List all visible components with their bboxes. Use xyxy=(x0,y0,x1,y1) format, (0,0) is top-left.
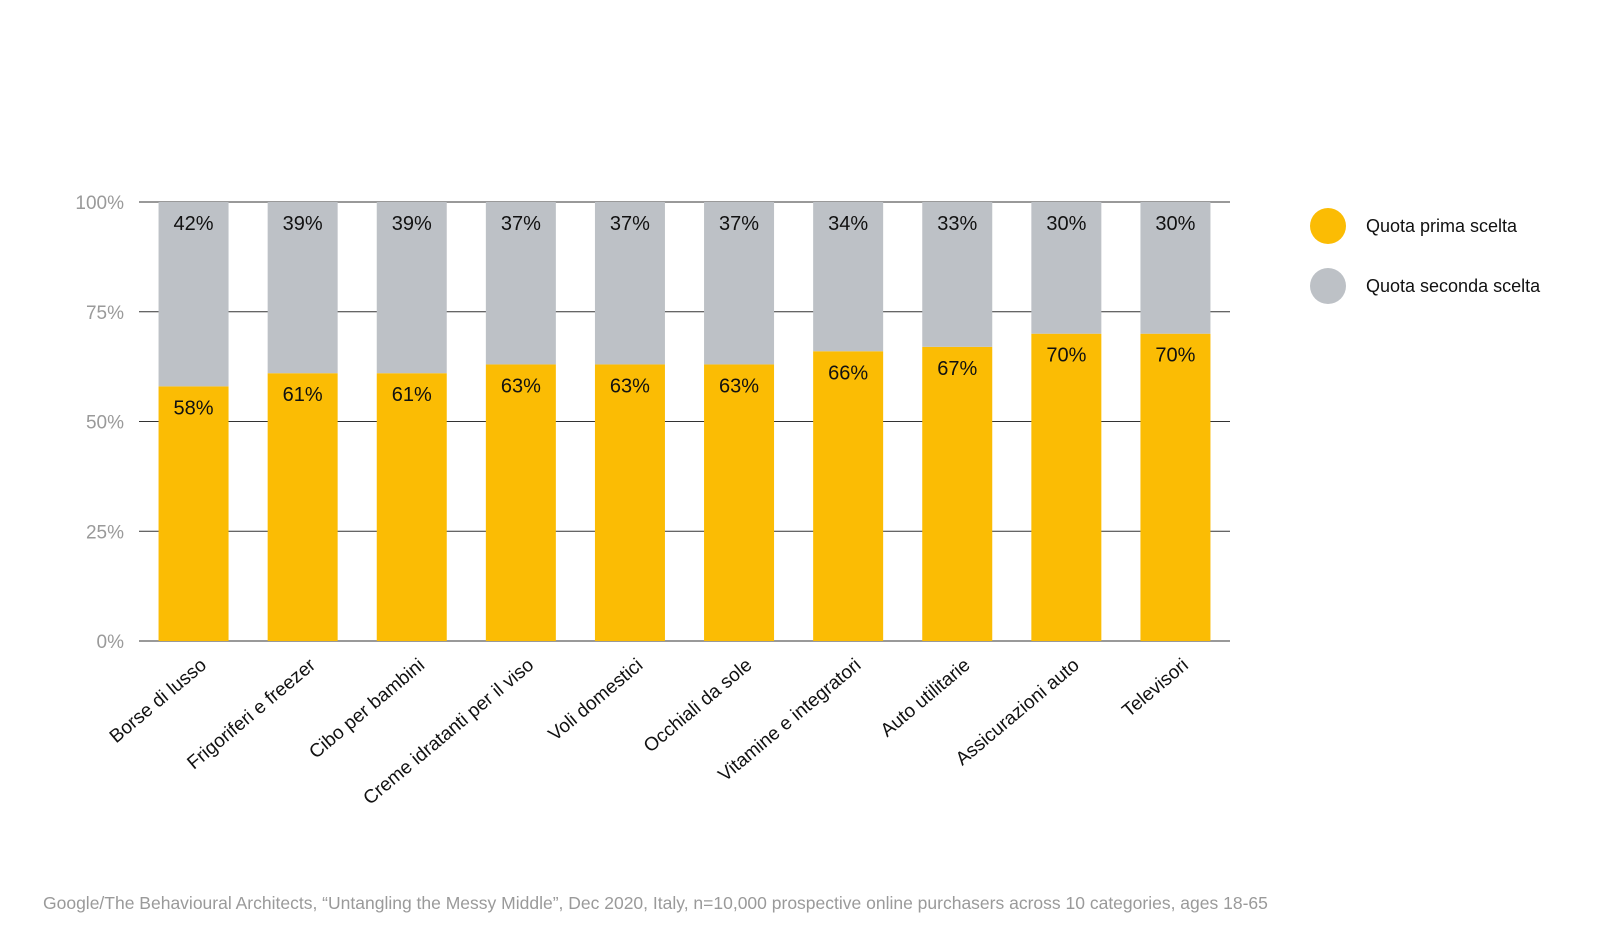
bar-segment xyxy=(1031,333,1102,641)
bar-segment xyxy=(813,351,884,641)
data-label: 37% xyxy=(719,213,759,235)
bar-segment xyxy=(594,202,665,365)
bar-segment xyxy=(1140,202,1211,334)
data-label: 70% xyxy=(1046,345,1086,367)
legend: Quota prima scelta Quota seconda scelta xyxy=(1310,208,1541,304)
bar-segment xyxy=(485,202,556,365)
y-tick-label: 100% xyxy=(75,193,124,214)
bar-segment xyxy=(1031,202,1102,334)
bar-segment xyxy=(376,202,447,374)
x-tick-label: Borse di lusso xyxy=(106,655,211,748)
data-label: 63% xyxy=(610,375,650,397)
bar-segment xyxy=(485,364,556,641)
y-tick-label: 25% xyxy=(86,522,124,543)
data-label: 63% xyxy=(501,375,541,397)
y-tick-label: 0% xyxy=(97,632,125,653)
x-tick-label: Cibo per bambini xyxy=(305,655,429,763)
bar-segment xyxy=(1140,333,1211,641)
legend-swatch xyxy=(1310,268,1346,304)
data-label: 67% xyxy=(937,358,977,380)
bar-segment xyxy=(704,364,775,641)
data-label: 33% xyxy=(937,213,977,235)
data-label: 42% xyxy=(174,213,214,235)
y-tick-label: 50% xyxy=(86,413,124,434)
data-label: 61% xyxy=(392,384,432,406)
data-label: 34% xyxy=(828,213,868,235)
bar-segment xyxy=(922,202,993,347)
x-tick-label: Auto utilitarie xyxy=(877,655,975,742)
data-label: 66% xyxy=(828,362,868,384)
x-tick-label: Occhiali da sole xyxy=(640,655,756,757)
data-label: 37% xyxy=(610,213,650,235)
bar-segment xyxy=(813,202,884,352)
bar-segment xyxy=(158,202,229,387)
bar-segment xyxy=(267,202,338,374)
bar-segment xyxy=(922,346,993,641)
bar-segment xyxy=(376,373,447,641)
bar-segment xyxy=(158,386,229,641)
data-labels: 58% 42% 61% 39% 61% 39% 63% 37% 63% 37% 63% 37% 66% 3… xyxy=(174,213,1196,419)
data-label: 58% xyxy=(174,397,214,419)
x-tick-label: Voli domestici xyxy=(545,655,647,746)
legend-swatch xyxy=(1310,208,1346,244)
data-label: 61% xyxy=(283,384,323,406)
bar-segment xyxy=(594,364,665,641)
data-label: 39% xyxy=(283,213,323,235)
source-footnote: Google/The Behavioural Architects, “Unta… xyxy=(43,893,1268,913)
y-tick-label: 75% xyxy=(86,303,124,324)
data-label: 30% xyxy=(1155,213,1195,235)
bar-segment xyxy=(704,202,775,365)
bars xyxy=(158,202,1211,641)
y-axis-tick-labels: 0% 25% 50% 75% 100% xyxy=(75,193,124,653)
legend-label: Quota seconda scelta xyxy=(1366,276,1541,296)
legend-label: Quota prima scelta xyxy=(1366,216,1518,236)
data-label: 37% xyxy=(501,213,541,235)
stacked-bar-chart: 0% 25% 50% 75% 100% Borse di lussoFrigorifer… xyxy=(75,193,1541,809)
data-label: 39% xyxy=(392,213,432,235)
bar-segment xyxy=(267,373,338,641)
data-label: 70% xyxy=(1155,345,1195,367)
x-tick-label: Televisori xyxy=(1118,655,1192,722)
data-label: 63% xyxy=(719,375,759,397)
data-label: 30% xyxy=(1046,213,1086,235)
